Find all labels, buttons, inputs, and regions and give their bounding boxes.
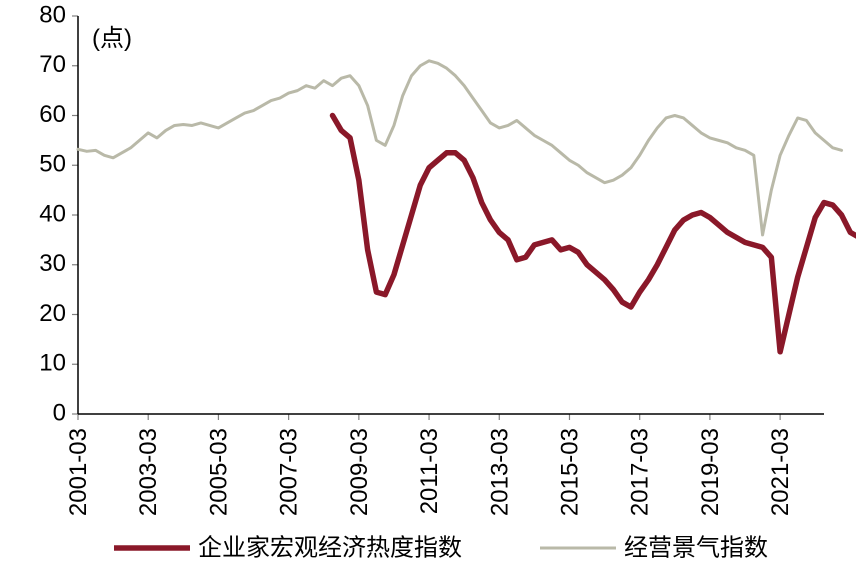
y-tick-label: 70 [39, 51, 66, 78]
x-tick-label: 2009-03 [346, 428, 373, 516]
y-tick-label: 60 [39, 101, 66, 128]
y-tick-label: 80 [39, 1, 66, 28]
x-tick-label: 2015-03 [556, 428, 583, 516]
x-tick-label: 2013-03 [486, 428, 513, 516]
x-tick-label: 2007-03 [276, 428, 303, 516]
x-tick-label: 2001-03 [65, 428, 92, 516]
x-tick-label: 2021-03 [767, 428, 794, 516]
series-line [78, 61, 842, 235]
x-tick-label: 2003-03 [135, 428, 162, 516]
unit-label: (点) [92, 25, 132, 52]
x-tick-label: 2011-03 [416, 428, 443, 514]
y-tick-label: 40 [39, 200, 66, 227]
chart-svg: 0 10 20 30 40 50 60 70 80 2001-03 2003-03 2005-03 20… [0, 0, 856, 576]
y-tick-label: 0 [53, 399, 66, 426]
x-tick-label: 2017-03 [627, 428, 654, 516]
y-tick-label: 50 [39, 151, 66, 178]
x-tick-label: 2005-03 [205, 428, 232, 516]
line-chart: 0 10 20 30 40 50 60 70 80 2001-03 2003-03 2005-03 20… [0, 0, 856, 576]
legend-label: 企业家宏观经济热度指数 [198, 534, 462, 561]
y-tick-label: 10 [39, 350, 66, 377]
y-tick-label: 30 [39, 250, 66, 277]
legend-label: 经营景气指数 [624, 534, 768, 561]
series-line [333, 116, 856, 352]
x-tick-label: 2019-03 [697, 428, 724, 516]
y-tick-label: 20 [39, 300, 66, 327]
